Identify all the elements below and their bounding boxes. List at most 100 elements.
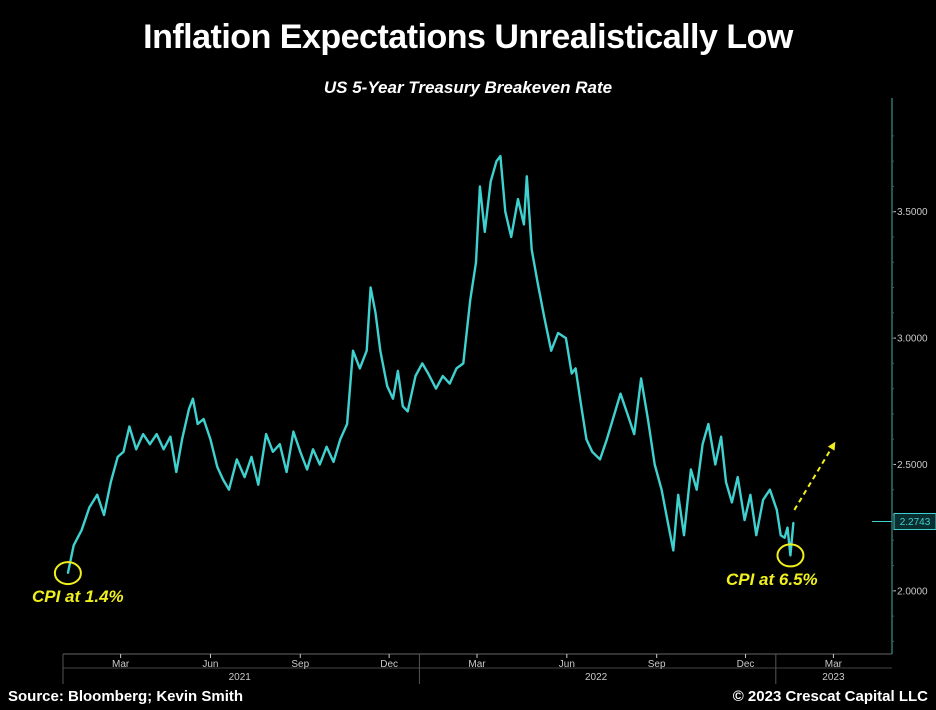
data-point <box>299 450 302 453</box>
annotation-layer <box>53 441 837 586</box>
data-point <box>441 375 444 377</box>
data-point <box>406 410 409 413</box>
y-tick-label: 2.5000 <box>897 460 928 471</box>
data-point <box>565 337 567 339</box>
data-point <box>162 448 165 451</box>
data-point <box>626 413 629 415</box>
data-point <box>96 493 99 496</box>
x-year-label: 2023 <box>822 672 845 683</box>
x-tick-label: Jun <box>202 659 218 670</box>
data-point <box>720 435 722 438</box>
data-point <box>435 387 437 390</box>
data-point <box>479 185 481 188</box>
data-point <box>585 438 588 441</box>
data-point <box>175 471 178 473</box>
data-point <box>149 443 151 446</box>
y-tick-label: 2.0000 <box>897 586 928 597</box>
data-point <box>762 498 764 501</box>
data-point <box>332 461 335 463</box>
data-point <box>666 519 669 521</box>
data-point <box>640 377 642 380</box>
series-line <box>66 154 795 574</box>
data-point <box>550 349 553 352</box>
data-point <box>325 445 328 448</box>
data-point <box>743 519 746 521</box>
data-point <box>346 423 348 425</box>
data-point <box>672 549 675 552</box>
data-point <box>789 554 792 557</box>
data-point <box>707 423 710 425</box>
data-point <box>517 198 519 201</box>
data-point <box>701 443 704 446</box>
footer-copyright: © 2023 Crescat Capital LLC <box>732 688 928 705</box>
data-point <box>109 481 112 483</box>
annotation-cpi-right: CPI at 6.5% <box>726 570 818 589</box>
data-point <box>128 425 131 428</box>
data-point <box>196 423 199 425</box>
data-point <box>181 438 184 441</box>
data-point <box>250 456 253 458</box>
data-point <box>543 317 546 319</box>
data-point <box>122 450 125 453</box>
data-point <box>536 281 539 284</box>
data-point <box>530 248 533 251</box>
x-tick-label: Sep <box>648 659 666 670</box>
data-point <box>216 466 219 468</box>
data-point <box>783 536 786 539</box>
annotation-circle <box>53 561 82 586</box>
data-point <box>483 231 486 233</box>
data-point <box>495 160 498 163</box>
data-point <box>272 450 274 453</box>
data-point <box>448 382 451 385</box>
data-point <box>510 236 513 238</box>
x-year-label: 2022 <box>585 672 608 683</box>
data-point <box>103 514 105 516</box>
data-point <box>469 299 472 302</box>
data-point <box>235 458 238 461</box>
data-point <box>209 438 212 441</box>
data-point <box>88 506 91 509</box>
data-point <box>285 471 288 473</box>
data-point <box>731 501 733 504</box>
data-point <box>352 349 354 352</box>
annotation-circle <box>776 543 805 568</box>
data-point <box>574 367 577 370</box>
y-tick-label: 3.0000 <box>897 334 928 345</box>
data-point <box>557 332 559 334</box>
x-tick-label: Sep <box>291 659 309 670</box>
y-tick-label: 3.5000 <box>897 207 928 218</box>
data-point <box>169 435 172 438</box>
data-point <box>397 370 399 372</box>
data-point <box>736 476 739 478</box>
data-point <box>142 433 145 435</box>
data-point <box>80 529 83 532</box>
data-point <box>222 478 225 481</box>
data-point <box>725 481 727 483</box>
data-point <box>695 488 698 491</box>
data-point <box>369 286 372 289</box>
data-point <box>379 349 382 352</box>
data-point <box>599 458 601 461</box>
data-point <box>72 544 75 547</box>
data-point <box>278 443 281 446</box>
data-point <box>257 483 260 486</box>
data-point <box>606 438 608 441</box>
data-point <box>135 448 138 451</box>
data-point <box>312 448 314 451</box>
data-point <box>475 261 477 264</box>
data-point <box>192 397 194 400</box>
projection-arrow-head <box>827 441 836 451</box>
x-tick-label: Jun <box>559 659 575 670</box>
data-point <box>749 493 752 496</box>
data-point <box>792 521 795 524</box>
data-point <box>755 534 758 537</box>
x-tick-label: Dec <box>380 659 398 670</box>
data-point <box>155 433 158 435</box>
data-point <box>779 534 782 537</box>
x-year-label: 2021 <box>229 672 252 683</box>
data-point <box>525 175 528 178</box>
data-point <box>67 572 69 574</box>
data-point <box>523 223 525 226</box>
data-point <box>292 430 295 433</box>
